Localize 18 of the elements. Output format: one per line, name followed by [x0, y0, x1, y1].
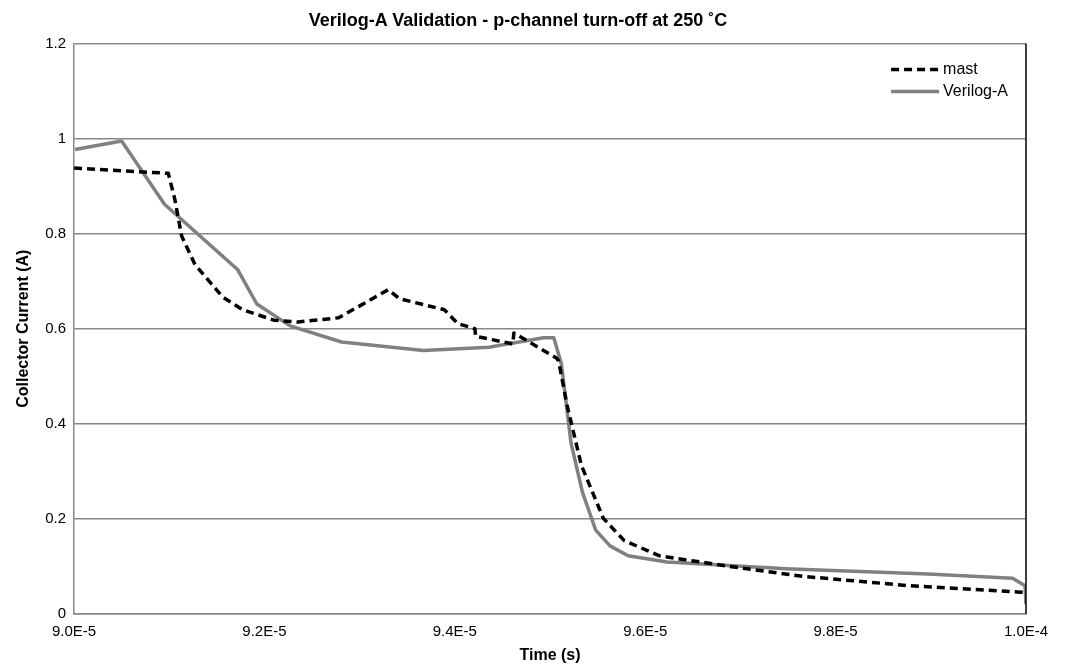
y-tick-label: 0.6: [45, 318, 67, 336]
y-tick-label: 0: [57, 603, 67, 621]
legend-label: Verilog-A: [943, 82, 1009, 100]
y-tick-label: 1: [57, 128, 67, 146]
x-tick-label: 9.8E-5: [813, 621, 858, 639]
x-tick-label: 9.0E-5: [51, 621, 97, 639]
y-tick-label: 1.2: [45, 33, 67, 51]
x-tick-label: 9.2E-5: [242, 621, 287, 639]
x-axis-title: Time (s): [519, 645, 581, 663]
x-tick-label: 1.0E-4: [1003, 621, 1049, 639]
y-tick-label: 0.8: [45, 223, 67, 241]
x-tick-label: 9.6E-5: [623, 621, 668, 639]
y-tick-label: 0.4: [45, 413, 67, 431]
x-tick-label: 9.4E-5: [432, 621, 477, 639]
chart-title: Verilog-A Validation - p-channel turn-off at 250 ˚C: [308, 9, 728, 30]
y-axis-title: Collector Current (A): [14, 249, 32, 408]
legend-label: mast: [943, 60, 979, 78]
y-tick-label: 0.2: [45, 508, 67, 526]
